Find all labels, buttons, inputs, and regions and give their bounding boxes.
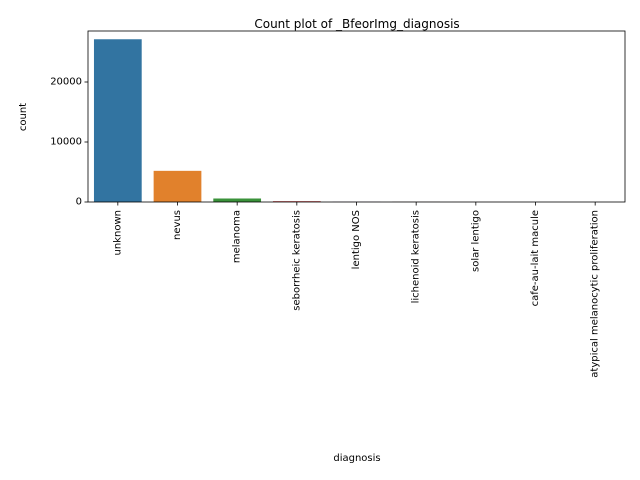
x-tick-label: atypical melanocytic proliferation — [590, 210, 601, 378]
y-tick-label: 20000 — [50, 77, 82, 88]
x-tick-label: seborrheic keratosis — [291, 210, 302, 311]
x-axis-label: diagnosis — [333, 453, 380, 464]
x-tick-label: solar lentigo — [470, 210, 481, 272]
bars-group — [93, 39, 620, 203]
x-tick-label: melanoma — [232, 210, 243, 263]
plot-frame — [87, 30, 626, 203]
x-tick-label: unknown — [112, 210, 123, 255]
bar-melanoma — [213, 198, 262, 202]
x-tick-label: lentigo NOS — [351, 210, 362, 269]
bar-nevus — [153, 170, 202, 202]
x-tick-label: cafe-au-lait macule — [530, 210, 541, 306]
bar-unknown — [93, 39, 142, 203]
y-tick-label: 0 — [76, 197, 82, 208]
x-tick-label: nevus — [172, 210, 183, 240]
y-tick-label: 10000 — [50, 137, 82, 148]
chart-title: Count plot of _BfeorImg_diagnosis — [254, 17, 459, 31]
y-axis-label: count — [18, 103, 29, 131]
y-axis: 0 10000 20000 — [50, 77, 88, 208]
x-axis: unknown nevus melanoma seborrheic keratosis… — [112, 202, 601, 378]
bar-seborrheic-keratosis — [272, 201, 321, 202]
x-tick-label: lichenoid keratosis — [411, 210, 422, 303]
